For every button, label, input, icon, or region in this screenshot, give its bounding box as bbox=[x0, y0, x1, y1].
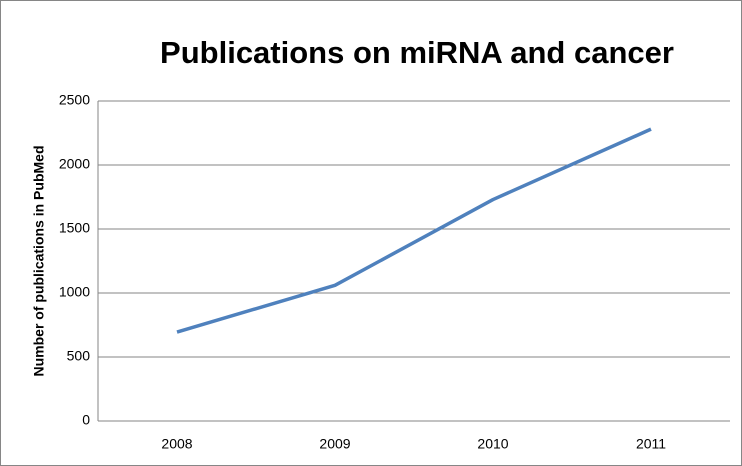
y-tick-label: 1000 bbox=[59, 284, 90, 300]
y-tick-label: 2500 bbox=[59, 92, 90, 108]
x-tick-label: 2009 bbox=[319, 436, 350, 452]
y-tick-label: 500 bbox=[67, 348, 91, 364]
y-tick-label: 2000 bbox=[59, 156, 90, 172]
chart-title: Publications on miRNA and cancer bbox=[160, 35, 674, 70]
x-tick-label: 2008 bbox=[161, 436, 192, 452]
data-line bbox=[176, 127, 652, 334]
x-tick-label: 2011 bbox=[636, 436, 666, 452]
y-tick-label: 0 bbox=[82, 412, 90, 428]
y-tick-label: 1500 bbox=[59, 220, 90, 236]
x-tick-label: 2010 bbox=[477, 436, 508, 452]
y-axis-label: Number of publications in PubMed bbox=[31, 146, 47, 377]
